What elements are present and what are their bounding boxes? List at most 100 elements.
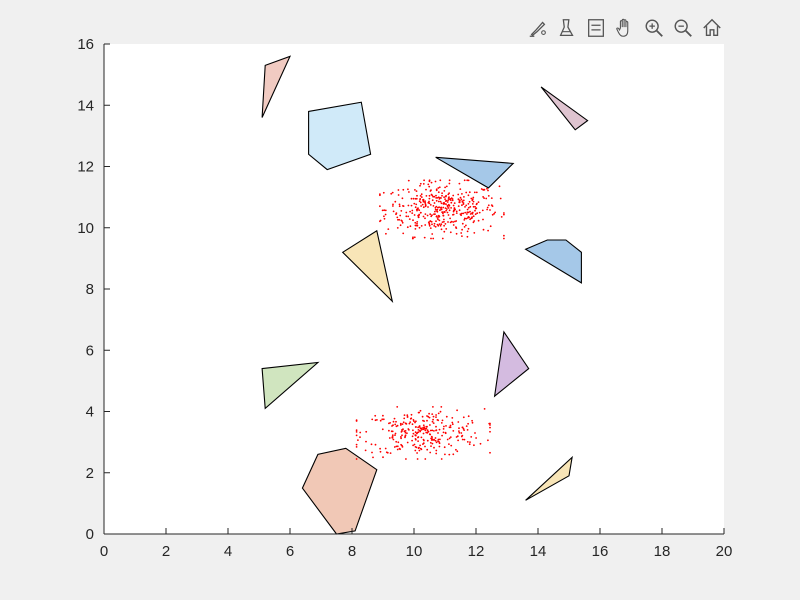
data-point bbox=[416, 222, 418, 225]
data-point bbox=[413, 202, 416, 205]
data-point bbox=[417, 440, 419, 442]
x-tick-label: 0 bbox=[100, 543, 108, 560]
data-point bbox=[408, 218, 411, 221]
polygon-2 bbox=[308, 101, 372, 171]
data-point bbox=[482, 218, 484, 221]
data-point bbox=[466, 429, 469, 431]
data-point bbox=[459, 213, 462, 216]
x-tick-label: 14 bbox=[530, 543, 547, 560]
polygon-6 bbox=[341, 229, 394, 303]
data-point bbox=[491, 213, 494, 216]
data-point bbox=[395, 420, 397, 423]
data-point bbox=[452, 221, 455, 223]
data-point bbox=[452, 210, 455, 213]
data-point bbox=[439, 200, 442, 203]
data-point bbox=[411, 209, 414, 212]
data-point bbox=[420, 429, 423, 431]
legend-icon[interactable] bbox=[582, 14, 609, 41]
data-point bbox=[474, 209, 476, 212]
data-point bbox=[449, 424, 452, 427]
data-point bbox=[436, 210, 439, 213]
data-point bbox=[446, 201, 449, 203]
data-point bbox=[433, 195, 436, 198]
data-point bbox=[396, 448, 399, 451]
data-point bbox=[405, 422, 407, 425]
data-point bbox=[414, 438, 417, 440]
data-point bbox=[437, 187, 440, 189]
data-point bbox=[422, 206, 425, 209]
y-tick-label: 16 bbox=[77, 36, 94, 53]
data-point bbox=[445, 199, 448, 202]
data-point bbox=[445, 185, 448, 188]
data-point bbox=[420, 196, 423, 199]
data-point bbox=[474, 213, 477, 216]
data-point bbox=[444, 186, 446, 189]
data-point bbox=[435, 441, 438, 444]
zoom-in-icon[interactable] bbox=[640, 14, 667, 41]
data-point bbox=[435, 452, 438, 455]
data-point bbox=[455, 232, 458, 235]
data-point bbox=[436, 223, 439, 226]
data-point bbox=[435, 449, 438, 452]
data-point bbox=[422, 419, 424, 422]
data-point bbox=[401, 197, 404, 200]
data-point bbox=[463, 179, 466, 182]
data-point bbox=[467, 211, 470, 214]
data-point bbox=[407, 215, 410, 218]
data-point bbox=[425, 188, 427, 191]
data-point bbox=[430, 189, 432, 192]
data-point bbox=[458, 201, 461, 204]
data-point bbox=[477, 201, 480, 204]
data-point bbox=[401, 221, 404, 224]
pan-hand-icon[interactable] bbox=[611, 14, 638, 41]
data-point bbox=[465, 217, 468, 220]
data-point bbox=[431, 199, 434, 202]
data-point bbox=[371, 418, 374, 421]
data-point bbox=[452, 430, 455, 432]
data-point bbox=[472, 205, 475, 208]
data-point bbox=[454, 208, 456, 211]
data-point bbox=[482, 196, 484, 198]
data-point bbox=[449, 436, 452, 438]
data-point bbox=[439, 179, 442, 182]
data-point bbox=[412, 432, 415, 435]
home-icon[interactable] bbox=[698, 14, 725, 41]
data-point bbox=[487, 204, 490, 207]
data-point bbox=[441, 194, 443, 197]
data-point bbox=[379, 450, 382, 453]
data-point bbox=[402, 188, 405, 191]
data-point bbox=[473, 444, 475, 447]
data-point bbox=[418, 449, 421, 452]
data-point bbox=[449, 231, 452, 234]
data-point bbox=[467, 227, 470, 230]
data-point bbox=[441, 419, 444, 422]
data-point bbox=[400, 210, 403, 212]
data-point bbox=[458, 427, 460, 430]
data-point bbox=[429, 451, 432, 454]
zoom-out-icon[interactable] bbox=[669, 14, 696, 41]
data-point bbox=[451, 199, 454, 202]
data-point bbox=[395, 212, 398, 215]
data-point bbox=[487, 229, 489, 232]
data-point bbox=[500, 216, 503, 218]
data-point bbox=[415, 420, 417, 423]
data-point bbox=[397, 441, 400, 444]
data-point bbox=[396, 406, 399, 408]
data-point bbox=[416, 458, 419, 460]
data-point bbox=[403, 414, 406, 416]
data-point bbox=[439, 410, 442, 413]
data-point bbox=[430, 220, 433, 223]
figure-toolbar bbox=[524, 14, 725, 42]
data-point bbox=[371, 451, 373, 454]
data-tips-icon[interactable] bbox=[553, 14, 580, 41]
data-point bbox=[445, 209, 448, 212]
data-point bbox=[447, 203, 450, 206]
data-point bbox=[419, 198, 421, 201]
brush-edit-icon[interactable] bbox=[524, 14, 551, 41]
data-point bbox=[424, 200, 426, 203]
data-point bbox=[422, 200, 425, 203]
data-point bbox=[438, 198, 441, 200]
data-point bbox=[466, 179, 469, 182]
data-point bbox=[401, 446, 404, 448]
data-point bbox=[469, 218, 471, 221]
